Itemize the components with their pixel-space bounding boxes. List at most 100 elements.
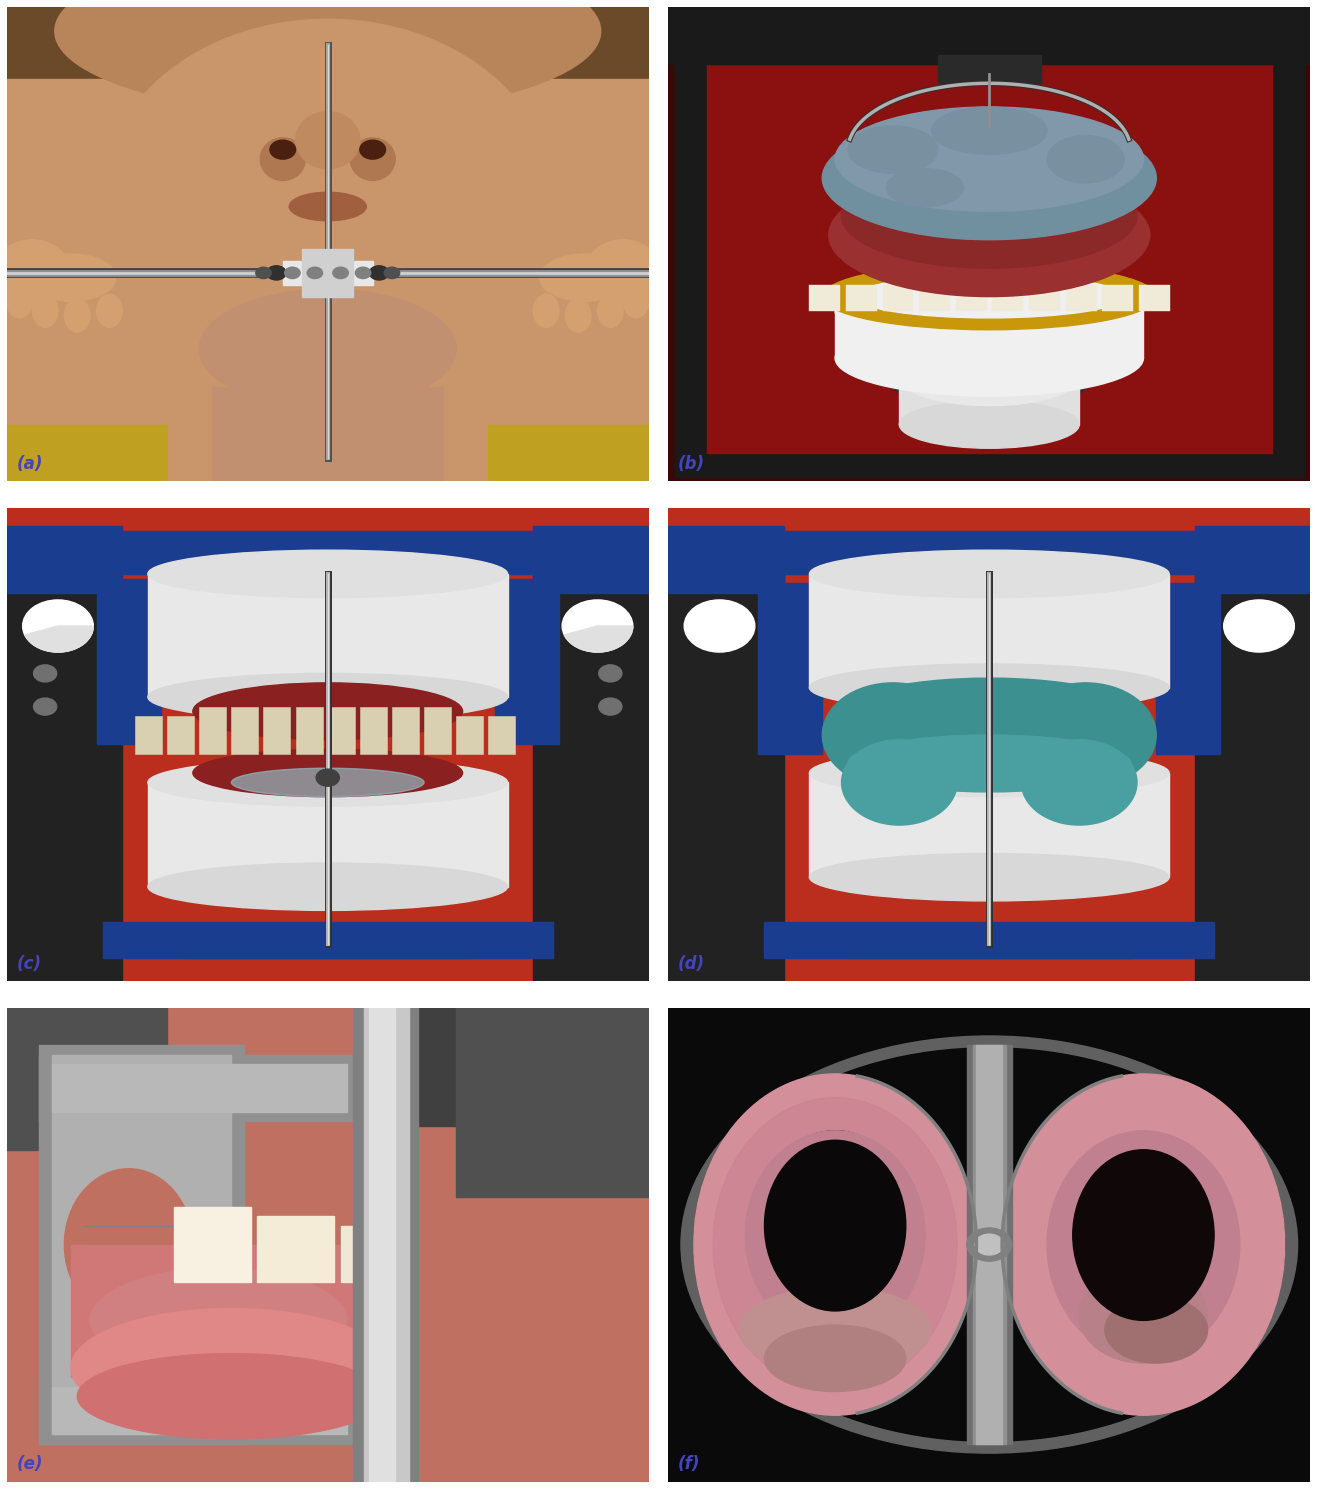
Bar [1029, 284, 1060, 311]
Ellipse shape [350, 138, 395, 180]
Bar [759, 584, 822, 753]
Bar [71, 1245, 360, 1377]
Bar [341, 1225, 392, 1282]
Ellipse shape [900, 348, 1079, 405]
Circle shape [599, 666, 622, 682]
Bar [7, 424, 167, 481]
Bar [232, 707, 258, 753]
Bar [533, 555, 649, 981]
Text: (a): (a) [16, 456, 42, 474]
Text: (c): (c) [16, 954, 41, 972]
Bar [668, 527, 784, 593]
Bar [38, 1056, 360, 1121]
Ellipse shape [295, 112, 360, 168]
Ellipse shape [148, 673, 507, 721]
Ellipse shape [835, 107, 1143, 211]
Bar [707, 36, 1272, 453]
Ellipse shape [835, 677, 1143, 753]
Ellipse shape [712, 1097, 957, 1392]
Bar [51, 1056, 232, 1434]
Bar [148, 573, 507, 697]
Bar [360, 1008, 649, 1126]
Ellipse shape [148, 549, 507, 597]
Ellipse shape [360, 140, 386, 159]
Bar [810, 573, 1169, 688]
Ellipse shape [822, 683, 964, 788]
Ellipse shape [822, 264, 1156, 329]
Bar [1195, 527, 1310, 593]
Text: (d): (d) [678, 954, 705, 972]
Circle shape [370, 265, 389, 280]
Circle shape [33, 666, 57, 682]
Circle shape [284, 267, 300, 278]
Ellipse shape [694, 1074, 976, 1415]
Ellipse shape [65, 299, 90, 332]
Ellipse shape [148, 864, 507, 910]
Bar [167, 716, 194, 753]
Ellipse shape [900, 401, 1079, 448]
Bar [846, 284, 877, 311]
Bar [212, 387, 444, 481]
Ellipse shape [192, 749, 462, 797]
Bar [7, 1008, 167, 1150]
Ellipse shape [828, 173, 1150, 296]
Circle shape [385, 267, 399, 278]
Bar [456, 716, 483, 753]
Ellipse shape [739, 1286, 931, 1373]
Ellipse shape [26, 255, 116, 301]
Ellipse shape [1047, 1130, 1239, 1358]
Bar [7, 555, 122, 981]
Ellipse shape [764, 1141, 906, 1310]
Bar [732, 532, 1246, 573]
Ellipse shape [822, 116, 1156, 240]
Text: (e): (e) [16, 1455, 42, 1473]
Ellipse shape [745, 1130, 925, 1340]
Wedge shape [564, 625, 632, 652]
Bar [882, 284, 914, 311]
Ellipse shape [533, 295, 558, 328]
Ellipse shape [759, 1130, 913, 1310]
Ellipse shape [681, 1036, 1297, 1453]
Ellipse shape [192, 683, 462, 740]
Ellipse shape [65, 1169, 192, 1321]
Ellipse shape [1015, 683, 1156, 788]
Ellipse shape [103, 19, 553, 375]
Bar [668, 555, 784, 981]
Bar [456, 1008, 649, 1197]
Circle shape [562, 600, 632, 652]
Ellipse shape [585, 240, 661, 307]
Circle shape [1223, 600, 1295, 652]
Ellipse shape [810, 664, 1169, 712]
Ellipse shape [694, 1048, 1284, 1441]
Bar [533, 527, 649, 593]
Bar [1195, 555, 1310, 981]
Ellipse shape [565, 299, 591, 332]
Bar [103, 922, 553, 957]
Bar [71, 532, 585, 573]
Bar [810, 773, 1169, 877]
Ellipse shape [78, 1354, 386, 1438]
Circle shape [967, 1228, 1011, 1261]
Ellipse shape [900, 348, 1079, 405]
Bar [972, 1045, 1006, 1444]
Ellipse shape [835, 320, 1143, 396]
Ellipse shape [810, 749, 1169, 797]
Ellipse shape [33, 295, 58, 328]
Ellipse shape [96, 295, 122, 328]
Ellipse shape [810, 549, 1169, 597]
Wedge shape [25, 625, 94, 652]
Bar [489, 716, 515, 753]
Ellipse shape [290, 192, 366, 220]
Ellipse shape [931, 107, 1047, 155]
Ellipse shape [1022, 740, 1137, 825]
Bar [967, 1045, 1011, 1444]
Ellipse shape [540, 255, 630, 301]
Ellipse shape [855, 275, 1125, 319]
Bar [668, 7, 1310, 64]
Bar [7, 7, 649, 79]
Bar [360, 707, 387, 753]
Bar [148, 782, 507, 886]
Bar [96, 579, 161, 744]
Bar [295, 707, 323, 753]
Circle shape [255, 267, 271, 278]
